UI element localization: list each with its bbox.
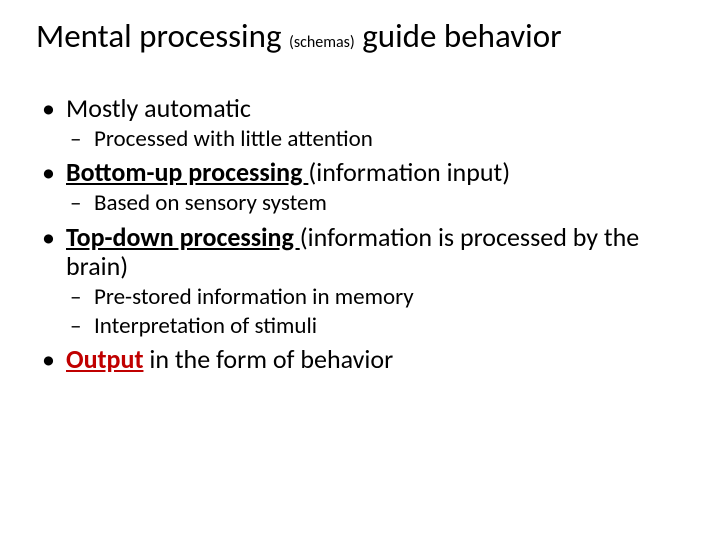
bullet-item: Output in the form of behavior bbox=[36, 345, 684, 375]
sub-bullet-list: Pre-stored information in memory Interpre… bbox=[66, 284, 684, 339]
title-small: (schemas) bbox=[289, 33, 355, 52]
bullet-text-run: (information input) bbox=[308, 156, 510, 188]
slide-title: Mental processing (schemas) guide behavi… bbox=[36, 18, 684, 56]
bullet-item: Bottom-up processing (information input)… bbox=[36, 158, 684, 216]
sub-bullet-list: Processed with little attention bbox=[66, 126, 684, 152]
bullet-item: Mostly automaticProcessed with little at… bbox=[36, 94, 684, 152]
bullet-text-run: Bottom-up processing bbox=[66, 156, 308, 188]
sub-bullet-list: Based on sensory system bbox=[66, 190, 684, 216]
sub-bullet-item: Based on sensory system bbox=[66, 190, 684, 216]
bullet-text-run: Output bbox=[66, 343, 143, 375]
slide: { "title": { "part1": "Mental processing… bbox=[0, 0, 720, 540]
bullet-text-run: Mostly automatic bbox=[66, 92, 251, 124]
bullet-text-run: Top-down processing bbox=[66, 221, 300, 253]
bullet-item: Top-down processing (information is proc… bbox=[36, 223, 684, 340]
sub-bullet-item: Interpretation of stimuli bbox=[66, 313, 684, 339]
bullet-text-run: in the form of behavior bbox=[143, 343, 393, 375]
bullet-list: Mostly automaticProcessed with little at… bbox=[36, 94, 684, 375]
title-part1: Mental processing bbox=[36, 16, 289, 56]
sub-bullet-item: Pre-stored information in memory bbox=[66, 284, 684, 310]
sub-bullet-item: Processed with little attention bbox=[66, 126, 684, 152]
title-part2: guide behavior bbox=[355, 16, 562, 56]
